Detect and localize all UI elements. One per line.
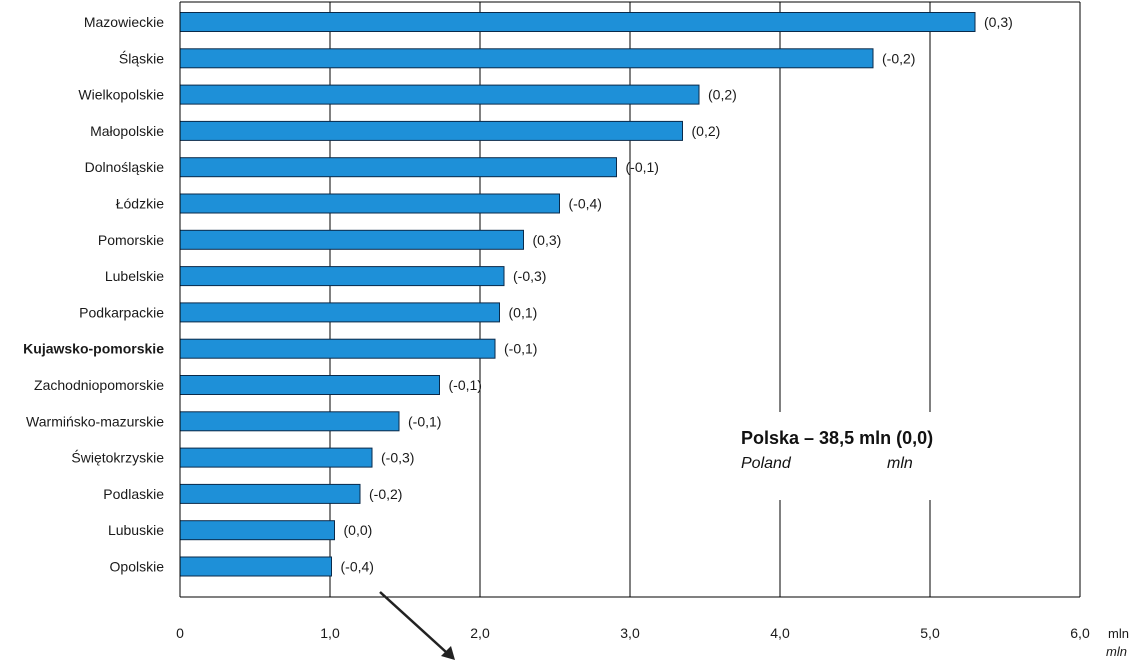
data-label: (-0,1) (626, 159, 659, 175)
bar (179, 193, 560, 214)
category-label: Łódzkie (116, 196, 164, 212)
arrow-head (441, 646, 455, 660)
category-label: Wielkopolskie (78, 87, 164, 103)
bar (179, 338, 496, 359)
annotation-main: Polska – 38,5 mln (0,0) (741, 428, 933, 448)
category-label: Warmińsko-mazurskie (26, 413, 164, 429)
category-label: Świętokrzyskie (71, 449, 164, 466)
bar (179, 48, 874, 69)
x-tick-label: 5,0 (920, 625, 940, 641)
data-label: (0,3) (984, 14, 1013, 30)
data-label: (-0,2) (882, 50, 915, 66)
x-tick-label: 3,0 (620, 625, 640, 641)
bar (179, 12, 976, 32)
bar (179, 157, 617, 178)
bar (179, 302, 500, 323)
bar (179, 556, 332, 577)
x-axis-unit-label-en: mln (1106, 644, 1127, 659)
x-tick-label: 6,0 (1070, 625, 1090, 641)
x-axis-unit-label: mln (1108, 626, 1129, 641)
bars (179, 12, 976, 577)
data-label: (-0,3) (513, 268, 546, 284)
bar (179, 120, 683, 141)
category-label: Pomorskie (98, 232, 164, 248)
x-tick-label: 2,0 (470, 625, 490, 641)
bar (179, 447, 373, 468)
data-label: (-0,4) (341, 559, 374, 575)
data-label: (-0,2) (369, 486, 402, 502)
annotation-box: Polska – 38,5 mln (0,0) Poland mln (726, 412, 1026, 500)
category-label: Opolskie (110, 559, 165, 575)
data-label: (0,3) (533, 232, 562, 248)
data-label: (0,2) (708, 87, 737, 103)
data-label: (-0,1) (408, 413, 441, 429)
arrow-shaft (379, 591, 447, 653)
data-label: (-0,3) (381, 450, 414, 466)
annotation-sub-right: mln (887, 455, 913, 472)
category-label: Lubuskie (108, 522, 164, 538)
category-label: Dolnośląskie (85, 159, 165, 175)
bar (179, 266, 505, 287)
annotation-sub-left: Poland (741, 455, 792, 472)
bar (179, 375, 440, 395)
data-label: (0,0) (344, 522, 373, 538)
data-label: (0,2) (692, 123, 721, 139)
x-tick-labels: 0 1,0 2,0 3,0 4,0 5,0 6,0 (176, 625, 1090, 641)
category-label: Zachodniopomorskie (34, 377, 164, 393)
bar (179, 520, 335, 541)
annotation-background (726, 412, 1026, 500)
data-label: (-0,1) (449, 377, 482, 393)
category-label: Podlaskie (103, 486, 164, 502)
bar (179, 411, 400, 432)
data-label: (0,1) (509, 304, 538, 320)
category-label: Kujawsko-pomorskie (23, 341, 164, 357)
data-labels: (0,3) (-0,2) (0,2) (0,2) (-0,1) (-0,4) (0,3) (-… (341, 14, 1013, 575)
x-axis (179, 2, 1080, 598)
pointer-arrow (379, 591, 455, 660)
bar (179, 84, 700, 105)
category-label: Śląskie (119, 49, 164, 66)
category-label: Mazowieckie (84, 14, 164, 30)
x-tick-label: 1,0 (320, 625, 340, 641)
category-label: Małopolskie (90, 123, 164, 139)
data-label: (-0,1) (504, 341, 537, 357)
data-label: (-0,4) (569, 196, 602, 212)
bar (179, 229, 524, 250)
category-labels: Mazowieckie Śląskie Wielkopolskie Małopolsk… (23, 14, 164, 575)
x-tick-label: 4,0 (770, 625, 790, 641)
bar (179, 483, 361, 504)
x-tick-label: 0 (176, 625, 184, 641)
category-label: Lubelskie (105, 268, 164, 284)
category-label: Podkarpackie (79, 304, 164, 320)
